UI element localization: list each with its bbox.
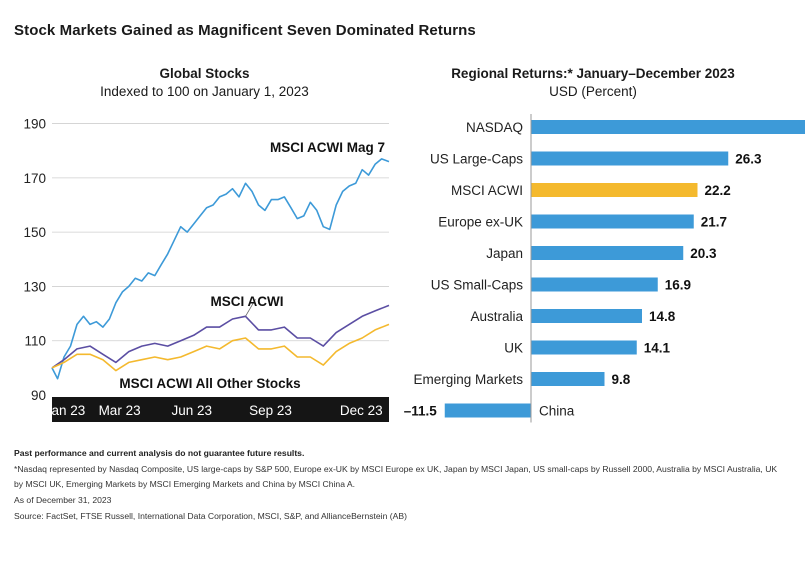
footer-as-of: As of December 31, 2023 — [14, 495, 112, 505]
category-label: US Large-Caps — [430, 152, 523, 167]
category-label: China — [539, 404, 575, 419]
value-label: 26.3 — [735, 152, 762, 167]
bar — [531, 277, 658, 292]
value-label: 14.8 — [649, 309, 676, 324]
bar — [531, 340, 637, 355]
x-tick-label: Mar 23 — [99, 403, 141, 418]
left-chart-subtitle: Indexed to 100 on January 1, 2023 — [100, 84, 309, 99]
main-title: Stock Markets Gained as Magnificent Seve… — [14, 22, 476, 39]
x-tick-label: Dec 23 — [340, 403, 383, 418]
y-tick-label: 150 — [23, 225, 46, 240]
value-label: 22.2 — [705, 183, 731, 198]
footer-note-line-2: by MSCI UK, Emerging Markets by MSCI Eme… — [14, 479, 356, 489]
bar — [531, 151, 729, 166]
bar — [531, 372, 605, 386]
footer-source: Source: FactSet, FTSE Russell, Internati… — [14, 511, 407, 521]
category-label: NASDAQ — [466, 120, 523, 135]
category-label: MSCI ACWI — [451, 183, 523, 198]
left-chart-title: Global Stocks — [159, 66, 250, 81]
category-label: Australia — [470, 309, 523, 324]
value-label: –11.5 — [404, 404, 438, 419]
y-tick-label: 110 — [24, 334, 46, 349]
series-line-2 — [51, 323, 390, 372]
bar — [531, 183, 698, 197]
category-label: Europe ex-UK — [438, 215, 523, 230]
y-tick-label: 170 — [23, 171, 46, 186]
footer-note-line-1: *Nasdaq represented by Nasdaq Composite,… — [14, 464, 778, 474]
line-chart-global-stocks: 90 110 130 150 170 190 MSCI ACWI Mag 7 MSCI ACW… — [23, 117, 390, 422]
series-label: MSCI ACWI — [211, 294, 284, 309]
bar — [531, 246, 684, 260]
x-tick-label: Sep 23 — [249, 403, 292, 418]
x-tick-label: Jun 23 — [172, 403, 213, 418]
right-chart-title: Regional Returns:* January–December 2023 — [451, 66, 735, 81]
value-label: 14.1 — [644, 341, 671, 356]
bar — [531, 120, 805, 134]
series-label: MSCI ACWI All Other Stocks — [119, 376, 300, 391]
series-line-1 — [51, 304, 390, 369]
x-tick-label: Jan 23 — [45, 403, 86, 418]
value-label: 21.7 — [701, 215, 727, 230]
y-tick-label: 190 — [23, 117, 46, 132]
footer-disclaimer: Past performance and current analysis do… — [14, 448, 305, 458]
right-chart-subtitle: USD (Percent) — [549, 84, 637, 99]
category-label: US Small-Caps — [431, 278, 524, 293]
category-label: Japan — [486, 246, 523, 261]
bar — [444, 403, 531, 418]
series-label: MSCI ACWI Mag 7 — [270, 140, 385, 155]
value-label: 16.9 — [665, 278, 691, 293]
x-axis-band — [52, 397, 389, 422]
series-line-0 — [51, 158, 390, 380]
y-tick-label: 90 — [31, 388, 46, 403]
bar — [531, 309, 642, 323]
category-label: Emerging Markets — [413, 372, 523, 387]
value-label: 9.8 — [612, 372, 631, 387]
y-tick-label: 130 — [23, 279, 46, 294]
annotation-leader — [245, 299, 256, 317]
value-label: 20.3 — [690, 246, 717, 261]
category-label: UK — [504, 341, 523, 356]
bar — [531, 214, 694, 229]
